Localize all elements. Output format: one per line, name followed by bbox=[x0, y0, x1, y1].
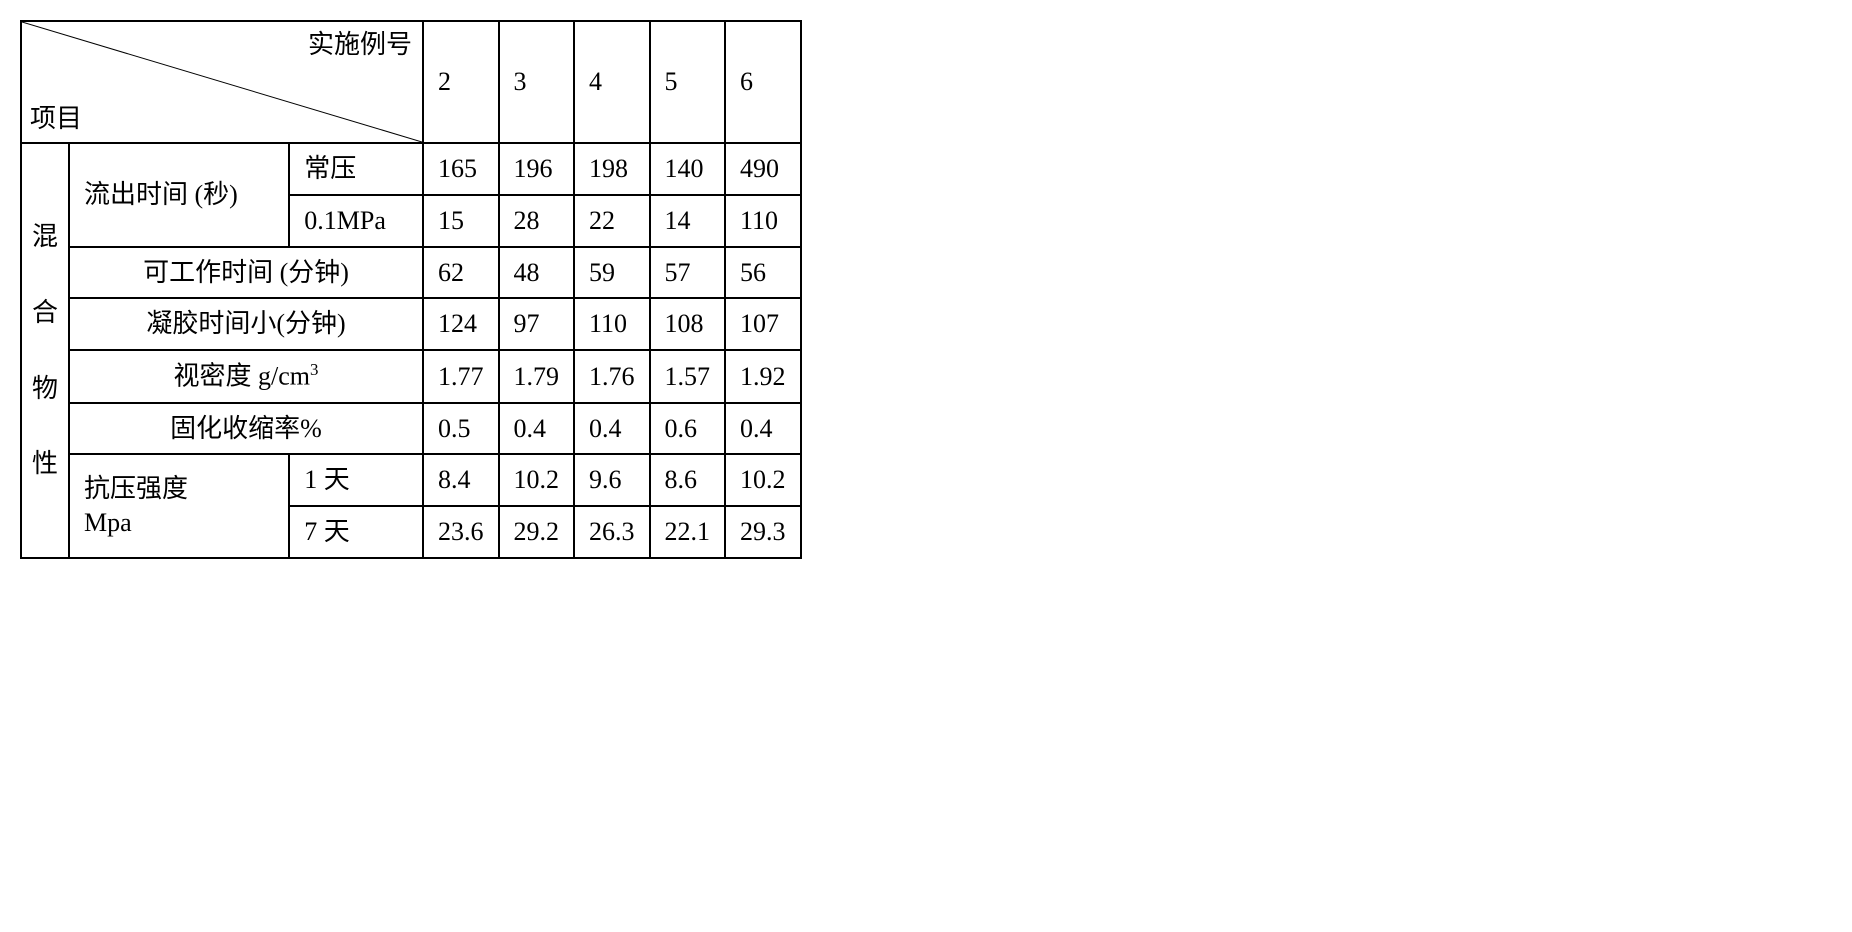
flow-normal-label: 常压 bbox=[289, 143, 423, 195]
col-header: 3 bbox=[499, 21, 575, 143]
cell: 1.57 bbox=[650, 350, 726, 402]
cell: 14 bbox=[650, 195, 726, 247]
table-row: 可工作时间 (分钟) 62 48 59 57 56 bbox=[21, 247, 801, 299]
cell: 10.2 bbox=[499, 454, 575, 506]
cell: 9.6 bbox=[574, 454, 650, 506]
cell: 57 bbox=[650, 247, 726, 299]
flow-time-label: 流出时间 (秒) bbox=[69, 143, 289, 247]
table-row: 凝胶时间小(分钟) 124 97 110 108 107 bbox=[21, 298, 801, 350]
cell: 0.4 bbox=[725, 403, 801, 455]
cell: 108 bbox=[650, 298, 726, 350]
properties-table: 实施例号 项目 2 3 4 5 6 混 合 物 性 流出时间 (秒) 常压 16… bbox=[20, 20, 802, 559]
work-time-label: 可工作时间 (分钟) bbox=[69, 247, 423, 299]
cell: 0.4 bbox=[499, 403, 575, 455]
cell: 10.2 bbox=[725, 454, 801, 506]
cell: 29.2 bbox=[499, 506, 575, 558]
cell: 26.3 bbox=[574, 506, 650, 558]
cell: 15 bbox=[423, 195, 499, 247]
flow-01mpa-label: 0.1MPa bbox=[289, 195, 423, 247]
table-header-row: 实施例号 项目 2 3 4 5 6 bbox=[21, 21, 801, 143]
col-header: 5 bbox=[650, 21, 726, 143]
cell: 59 bbox=[574, 247, 650, 299]
table-row: 视密度 g/cm3 1.77 1.79 1.76 1.57 1.92 bbox=[21, 350, 801, 402]
cell: 110 bbox=[574, 298, 650, 350]
gel-time-label: 凝胶时间小(分钟) bbox=[69, 298, 423, 350]
col-header: 6 bbox=[725, 21, 801, 143]
cell: 8.6 bbox=[650, 454, 726, 506]
cell: 110 bbox=[725, 195, 801, 247]
cell: 1.92 bbox=[725, 350, 801, 402]
cell: 1.77 bbox=[423, 350, 499, 402]
col-header: 2 bbox=[423, 21, 499, 143]
cell: 28 bbox=[499, 195, 575, 247]
col-header: 4 bbox=[574, 21, 650, 143]
cell: 23.6 bbox=[423, 506, 499, 558]
data-table-container: 实施例号 项目 2 3 4 5 6 混 合 物 性 流出时间 (秒) 常压 16… bbox=[20, 20, 802, 559]
cell: 124 bbox=[423, 298, 499, 350]
comp-1d-label: 1 天 bbox=[289, 454, 423, 506]
cell: 56 bbox=[725, 247, 801, 299]
density-label: 视密度 g/cm3 bbox=[69, 350, 423, 402]
cell: 0.5 bbox=[423, 403, 499, 455]
comp-strength-label: 抗压强度 Mpa bbox=[69, 454, 289, 558]
cell: 490 bbox=[725, 143, 801, 195]
header-top-label: 实施例号 bbox=[308, 28, 412, 62]
cell: 22.1 bbox=[650, 506, 726, 558]
cell: 107 bbox=[725, 298, 801, 350]
cell: 62 bbox=[423, 247, 499, 299]
header-bottom-label: 项目 bbox=[30, 102, 82, 136]
cell: 165 bbox=[423, 143, 499, 195]
cell: 1.79 bbox=[499, 350, 575, 402]
table-row: 固化收缩率% 0.5 0.4 0.4 0.6 0.4 bbox=[21, 403, 801, 455]
group-label-vertical: 混 合 物 性 bbox=[28, 220, 62, 481]
group-label-cell: 混 合 物 性 bbox=[21, 143, 69, 558]
table-row: 抗压强度 Mpa 1 天 8.4 10.2 9.6 8.6 10.2 bbox=[21, 454, 801, 506]
cell: 0.4 bbox=[574, 403, 650, 455]
cell: 1.76 bbox=[574, 350, 650, 402]
cell: 140 bbox=[650, 143, 726, 195]
cell: 29.3 bbox=[725, 506, 801, 558]
cell: 8.4 bbox=[423, 454, 499, 506]
cell: 48 bbox=[499, 247, 575, 299]
shrink-label: 固化收缩率% bbox=[69, 403, 423, 455]
cell: 22 bbox=[574, 195, 650, 247]
cell: 0.6 bbox=[650, 403, 726, 455]
cell: 97 bbox=[499, 298, 575, 350]
comp-7d-label: 7 天 bbox=[289, 506, 423, 558]
table-row: 混 合 物 性 流出时间 (秒) 常压 165 196 198 140 490 bbox=[21, 143, 801, 195]
diagonal-header-cell: 实施例号 项目 bbox=[21, 21, 423, 143]
cell: 198 bbox=[574, 143, 650, 195]
cell: 196 bbox=[499, 143, 575, 195]
